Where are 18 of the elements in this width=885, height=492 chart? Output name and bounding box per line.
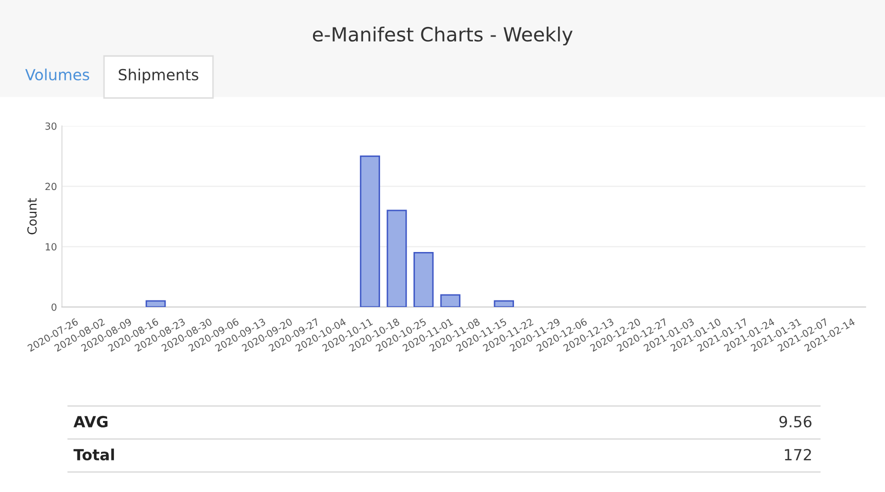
y-tick-label: 0 [52,303,56,311]
text: Shipments [118,68,198,84]
text: 172 [784,448,811,460]
text: Total [74,448,114,460]
y-tick-label: 10 [46,243,56,250]
text: 9.56 [779,416,812,428]
y-tick-label: 30 [45,122,56,130]
chart-title: e-Manifest Charts - Weekly [312,26,573,46]
bar [413,252,434,307]
y-axis-title: Count [27,198,37,234]
bar [386,210,407,307]
bar [360,155,380,307]
text: Volumes [25,68,90,80]
bar [146,300,166,307]
text: AVG [74,416,108,428]
y-tick-label: 20 [45,182,56,190]
bar [494,300,514,307]
bar [440,294,460,307]
